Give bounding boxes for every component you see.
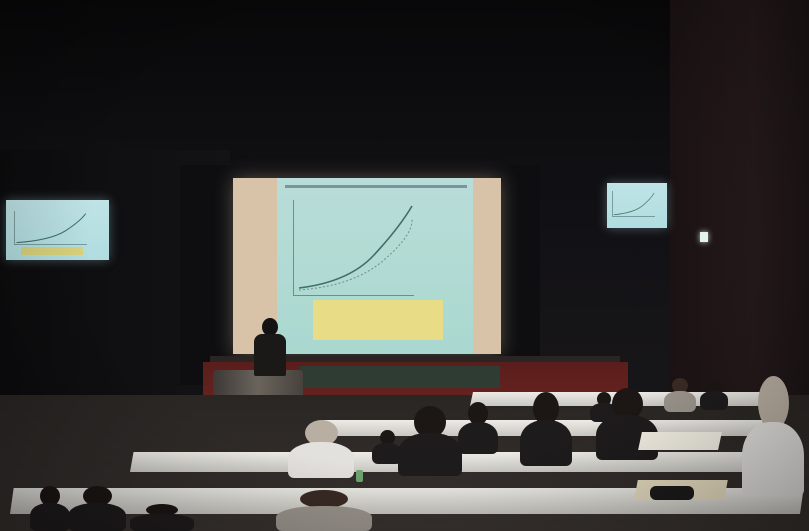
audience-member <box>520 392 572 466</box>
right-monitor-curve <box>613 192 655 216</box>
audience-member <box>276 490 372 531</box>
audience-member <box>372 430 402 464</box>
right-monitor <box>607 183 667 228</box>
audience-member <box>288 420 354 478</box>
audience-member <box>130 504 194 531</box>
speaker-body <box>254 334 286 376</box>
slide-chart <box>293 200 414 296</box>
audience-member <box>398 406 462 476</box>
bag <box>650 486 694 500</box>
audience-member <box>30 486 70 531</box>
speaker-head <box>262 318 278 336</box>
slide-chart-curve <box>298 205 413 291</box>
audience-member <box>700 380 728 410</box>
drink-bottle <box>356 470 363 482</box>
speaker <box>252 318 286 376</box>
audience-member <box>742 376 804 496</box>
audience-member <box>458 402 498 454</box>
right-monitor-chart <box>611 191 655 217</box>
audience-member <box>664 378 696 412</box>
paper-sheet <box>638 432 722 450</box>
exit-light <box>700 232 708 242</box>
slide-highlight-box <box>313 300 443 340</box>
slide-title-line <box>285 182 467 192</box>
left-monitor-chart <box>14 210 88 245</box>
audience-member <box>68 486 126 531</box>
left-monitor <box>6 200 109 260</box>
stage-desk <box>300 366 500 388</box>
left-monitor-note <box>21 246 84 256</box>
left-monitor-curve <box>16 213 87 243</box>
right-wall <box>670 0 809 420</box>
projected-slide <box>277 178 473 354</box>
